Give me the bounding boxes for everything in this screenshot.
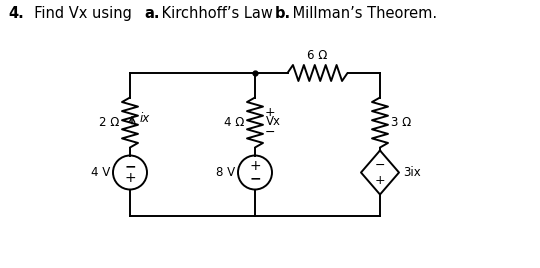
Text: Millman’s Theorem.: Millman’s Theorem. xyxy=(288,6,437,21)
Text: b.: b. xyxy=(275,6,291,21)
Text: a.: a. xyxy=(144,6,159,21)
Text: ix: ix xyxy=(140,112,150,125)
Text: Vx: Vx xyxy=(266,115,281,128)
Text: Find Vx using: Find Vx using xyxy=(25,6,137,21)
Text: −: − xyxy=(124,159,136,173)
Text: −: − xyxy=(265,126,275,139)
Text: 2 Ω: 2 Ω xyxy=(99,116,119,129)
Text: 3 Ω: 3 Ω xyxy=(391,116,411,129)
Text: +: + xyxy=(124,172,136,185)
Text: +: + xyxy=(375,174,386,187)
Text: −: − xyxy=(249,172,261,185)
Text: 3ix: 3ix xyxy=(403,166,421,179)
Text: +: + xyxy=(249,159,261,173)
Text: 4 Ω: 4 Ω xyxy=(224,116,244,129)
Text: +: + xyxy=(265,106,275,119)
Text: 4.: 4. xyxy=(8,6,24,21)
Text: 4 V: 4 V xyxy=(91,166,110,179)
Text: 6 Ω: 6 Ω xyxy=(307,49,328,62)
Text: 8 V: 8 V xyxy=(216,166,235,179)
Text: −: − xyxy=(375,159,385,172)
Text: Kirchhoff’s Law: Kirchhoff’s Law xyxy=(157,6,278,21)
